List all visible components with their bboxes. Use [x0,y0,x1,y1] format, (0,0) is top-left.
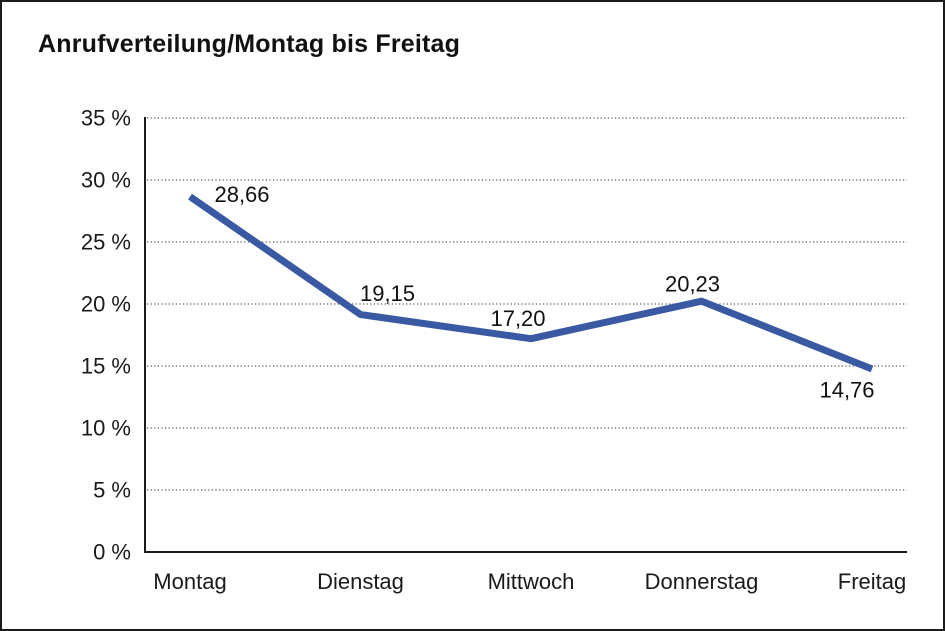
data-point-label: 28,66 [214,182,269,207]
x-tick-label: Freitag [838,569,906,594]
data-point-label: 20,23 [665,272,720,297]
y-tick-label: 35 % [81,106,131,131]
y-tick-label: 30 % [81,168,131,193]
x-tick-label: Mittwoch [488,569,575,594]
data-point-label: 19,15 [360,281,415,306]
data-point-label: 14,76 [819,377,874,402]
x-tick-label: Donnerstag [645,569,759,594]
data-series-line [188,193,874,373]
data-point-label: 17,20 [490,306,545,331]
y-tick-label: 20 % [81,292,131,317]
y-tick-label: 5 % [93,478,131,503]
x-tick-label: Dienstag [317,569,404,594]
chart-title: Anrufverteilung/Montag bis Freitag [38,30,461,58]
y-tick-label: 10 % [81,416,131,441]
y-tick-label: 15 % [81,354,131,379]
y-tick-label: 25 % [81,230,131,255]
y-tick-label: 0 % [93,540,131,565]
x-tick-label: Montag [153,569,226,594]
